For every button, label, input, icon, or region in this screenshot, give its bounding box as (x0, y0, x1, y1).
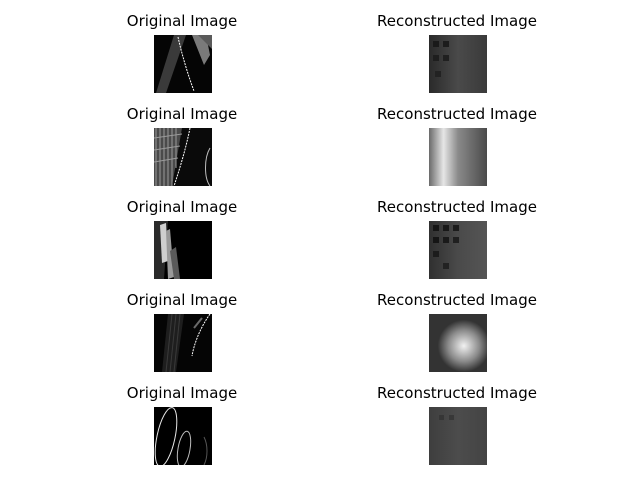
original-image-title: Original Image (126, 105, 238, 123)
original-image-title: Original Image (126, 291, 238, 309)
original-image (154, 128, 212, 186)
reconstructed-image (429, 407, 487, 465)
original-image-title: Original Image (126, 384, 238, 402)
reconstructed-image (429, 128, 487, 186)
reconstructed-image (429, 314, 487, 372)
original-image-title: Original Image (126, 198, 238, 216)
original-image (154, 221, 212, 279)
reconstructed-image-title: Reconstructed Image (377, 384, 537, 402)
original-image (154, 314, 212, 372)
reconstructed-image (429, 221, 487, 279)
reconstructed-image-title: Reconstructed Image (377, 105, 537, 123)
original-image (154, 35, 212, 93)
reconstructed-image-title: Reconstructed Image (377, 291, 537, 309)
reconstructed-image-title: Reconstructed Image (377, 12, 537, 30)
reconstructed-image-title: Reconstructed Image (377, 198, 537, 216)
reconstructed-image (429, 35, 487, 93)
original-image-title: Original Image (126, 12, 238, 30)
original-image (154, 407, 212, 465)
